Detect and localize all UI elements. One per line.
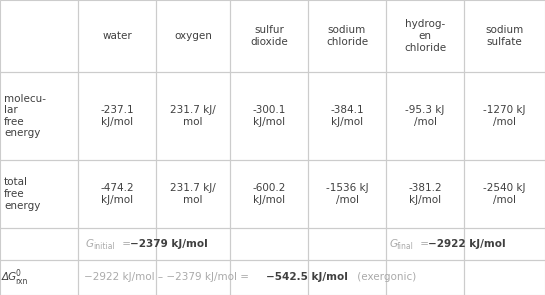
Text: water: water [102,31,132,41]
Bar [230,72,308,160]
Bar [386,0,464,72]
Bar [308,72,386,160]
Text: molecu-
lar
free
energy: molecu- lar free energy [4,94,46,138]
Bar [78,260,156,295]
Text: −2922 kJ/mol – −2379 kJ/mol =: −2922 kJ/mol – −2379 kJ/mol = [84,273,252,283]
Bar [230,228,308,260]
Text: sulfur
dioxide: sulfur dioxide [250,25,288,47]
Bar [464,72,545,160]
Bar [0,260,78,295]
Bar [386,260,464,295]
Bar [0,160,78,228]
Bar [464,0,545,72]
Text: =: = [119,239,134,249]
Text: −542.5 kJ/mol: −542.5 kJ/mol [266,273,348,283]
Bar [78,228,156,260]
Bar [230,260,308,295]
Bar [0,228,78,260]
Bar [230,0,308,72]
Text: final: final [397,242,414,251]
Text: −2379 kJ/mol: −2379 kJ/mol [130,239,208,249]
Text: -2540 kJ
/mol: -2540 kJ /mol [483,183,526,205]
Text: 231.7 kJ/
mol: 231.7 kJ/ mol [170,183,216,205]
Bar [0,72,78,160]
Bar [386,228,464,260]
Bar [308,228,386,260]
Text: -381.2
kJ/mol: -381.2 kJ/mol [408,183,442,205]
Text: total
free
energy: total free energy [4,177,40,211]
Bar [156,72,230,160]
Text: G: G [86,239,94,249]
Text: −2922 kJ/mol: −2922 kJ/mol [428,239,506,249]
Text: (exergonic): (exergonic) [354,273,416,283]
Bar [78,0,156,72]
Bar [308,160,386,228]
Bar [230,160,308,228]
Text: hydrog-
en
chloride: hydrog- en chloride [404,19,446,53]
Text: -1536 kJ
/mol: -1536 kJ /mol [326,183,368,205]
Bar [386,160,464,228]
Text: G: G [390,239,398,249]
Text: -600.2
kJ/mol: -600.2 kJ/mol [252,183,286,205]
Bar [464,160,545,228]
Text: rxn: rxn [15,276,27,286]
Bar [78,160,156,228]
Text: -1270 kJ
/mol: -1270 kJ /mol [483,105,526,127]
Bar [156,260,230,295]
Bar [78,72,156,160]
Text: oxygen: oxygen [174,31,212,41]
Text: sodium
chloride: sodium chloride [326,25,368,47]
Text: -474.2
kJ/mol: -474.2 kJ/mol [100,183,134,205]
Text: =: = [417,239,432,249]
Bar [0,0,78,72]
Bar [156,0,230,72]
Text: 231.7 kJ/
mol: 231.7 kJ/ mol [170,105,216,127]
Text: 0: 0 [15,269,20,278]
Bar [156,160,230,228]
Bar [386,72,464,160]
Bar [156,228,230,260]
Text: sodium
sulfate: sodium sulfate [486,25,524,47]
Text: -300.1
kJ/mol: -300.1 kJ/mol [252,105,286,127]
Bar [308,260,386,295]
Text: -95.3 kJ
/mol: -95.3 kJ /mol [405,105,445,127]
Text: ΔG: ΔG [2,273,17,283]
Bar [464,228,545,260]
Text: initial: initial [93,242,115,251]
Bar [308,0,386,72]
Bar [464,260,545,295]
Text: -237.1
kJ/mol: -237.1 kJ/mol [100,105,134,127]
Text: -384.1
kJ/mol: -384.1 kJ/mol [330,105,364,127]
